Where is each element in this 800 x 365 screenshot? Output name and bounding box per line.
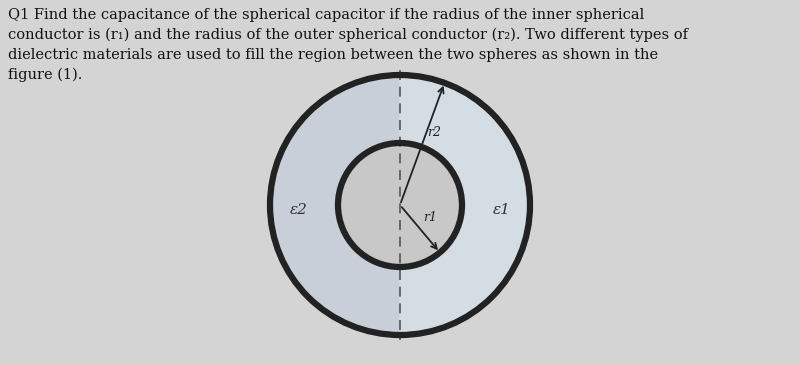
Text: ε2: ε2 — [290, 203, 307, 217]
Polygon shape — [400, 75, 530, 335]
Polygon shape — [338, 143, 462, 267]
Polygon shape — [270, 75, 400, 335]
Text: ε1: ε1 — [493, 203, 510, 217]
Text: Q1 Find the capacitance of the spherical capacitor if the radius of the inner sp: Q1 Find the capacitance of the spherical… — [8, 8, 688, 82]
Text: r1: r1 — [423, 211, 437, 224]
Text: r2: r2 — [427, 126, 442, 139]
